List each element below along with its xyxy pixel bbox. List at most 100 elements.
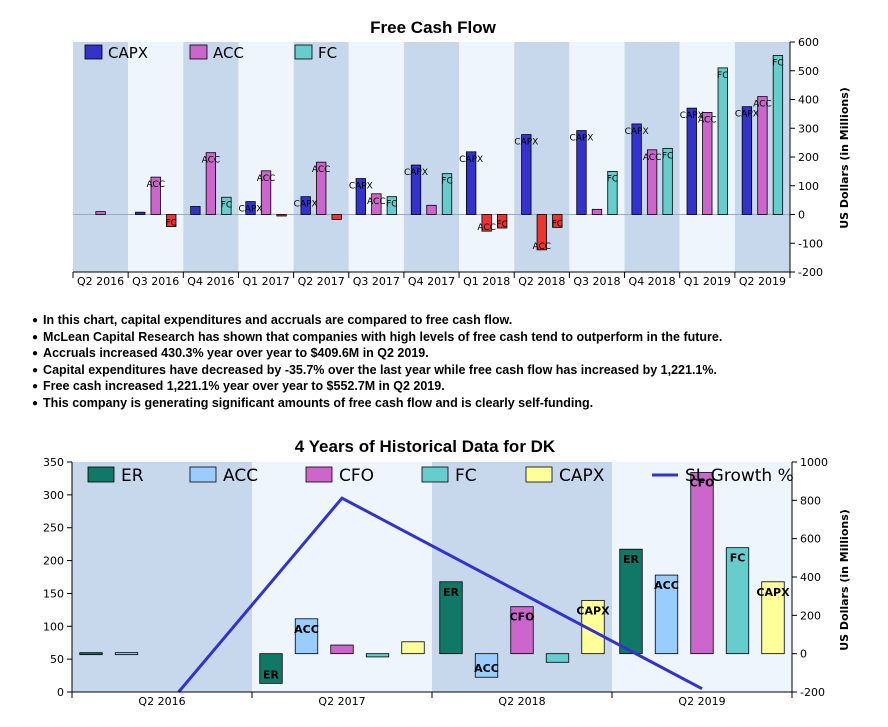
bar-data-label: ACC [312,165,331,175]
acc-bar [536,214,547,251]
acc-bar [481,214,492,232]
legend-swatch-capx [84,44,103,60]
bar-data-label: FC [772,59,783,69]
note-item: McLean Capital Research has shown that c… [32,330,722,347]
y-tick-label: 100 [798,180,819,193]
x-tick-label: Q2 2017 [298,275,345,288]
y-tick-label: 300 [798,122,819,135]
bar-data-label: FC [717,71,728,81]
legend-label-fc: FC [318,44,337,62]
bar-data-label: FC [441,177,452,187]
bar-data-label: CAPX [294,200,318,210]
bar-data-label: FC [730,552,746,565]
acc2-bar [294,618,319,655]
x-tick-label: Q2 2019 [739,275,786,288]
capx-bar [686,107,697,215]
left-y-tick-label: 350 [43,456,64,469]
bar-data-label: FC [165,219,176,229]
right-y-tick-label: 200 [800,609,821,622]
chart2-title: 4 Years of Historical Data for DK [295,437,556,456]
note-item: Free cash increased 1,221.1% year over y… [32,379,722,396]
fc2-bar [725,547,750,655]
bar-data-label: FC [607,174,618,184]
acc-bar [757,96,768,215]
x-tick-label: Q2 2016 [138,695,185,708]
bar-data-label: FC [662,151,673,161]
bar-data-label: ACC [753,100,772,110]
y-tick-label: 500 [798,65,819,78]
cfo-bar [510,606,534,655]
fc-bar [497,214,508,229]
er-bar [79,652,103,656]
right-y-tick-label: 0 [800,648,807,661]
y-tick-label: 600 [798,36,819,49]
left-y-tick-label: 200 [43,555,64,568]
x-tick-label: Q3 2016 [132,275,179,288]
bar-data-label: ACC [698,115,717,125]
acc-bar [95,211,106,215]
cfo-bar [690,472,714,655]
acc2-bar [474,653,499,678]
bar-data-label: CAPX [239,205,263,215]
y-tick-label: 200 [798,151,819,164]
bar-data-label: FC [221,200,232,210]
note-item: This company is generating significant a… [32,396,722,413]
historical-data-chart: 4 Years of Historical Data for DK ER ACC E… [43,437,851,708]
capx-bar [631,123,642,215]
x-tick-label: Q2 2016 [77,275,124,288]
right-y-tick-label: 400 [800,571,821,584]
bar-data-label: CAPX [680,111,704,121]
acc-bar [426,204,437,215]
legend-swatch-acc2 [189,466,217,483]
capx-bar [466,151,477,215]
legend-label-fc2: FC [455,466,477,486]
acc-bar [646,149,658,215]
legend-swatch-acc [189,44,208,60]
bar-data-label: CAPX [569,134,593,144]
x-tick-label: Q3 2017 [353,275,400,288]
left-y-tick-label: 300 [43,489,64,502]
x-tick-label: Q2 2017 [318,695,365,708]
bar-data-label: ER [623,553,640,566]
capx-bar [245,201,256,215]
x-tick-label: Q2 2019 [678,695,725,708]
bar-data-label: ACC [474,662,499,675]
fc-bar [331,214,342,220]
bar-data-label: ACC [367,197,386,207]
er-bar [259,653,283,684]
fc-bar [276,214,287,217]
fc2-bar [365,653,390,658]
legend-label-cfo: CFO [339,466,374,486]
x-tick-label: Q2 2018 [498,695,545,708]
left-y-tick-label: 50 [50,653,64,666]
right-y-tick-label: -200 [800,686,825,699]
x-tick-label: Q2 2018 [518,275,565,288]
left-y-tick-label: 250 [43,522,64,535]
bar-data-label: ER [443,586,460,599]
note-item: Capital expenditures have decreased by -… [32,363,722,380]
background-band [128,42,184,272]
left-y-tick-label: 0 [57,686,64,699]
bar-data-label: FC [496,220,507,230]
bar-data-label: CAPX [576,604,610,617]
capx-bar [741,106,753,215]
acc-bar [316,161,327,215]
background-band [293,42,349,272]
bar-data-label: ACC [202,156,221,166]
legend-swatch-fc2 [421,466,449,483]
bar-data-label: ACC [257,174,276,184]
bar-data-label: ACC [643,153,662,163]
chart1-title: Free Cash Flow [370,18,496,37]
legend-swatch-capx2 [525,466,553,483]
bar-data-label: FC [552,219,563,229]
fc2-bar [545,653,570,663]
background-band [403,42,460,272]
fc-bar [607,170,618,215]
acc-bar [702,112,713,215]
legend-label-capx2: CAPX [559,466,605,486]
bar-data-label: ACC [294,623,319,636]
bar-data-label: ER [263,668,280,681]
legend-swatch-er [87,466,115,483]
bar-data-label: ACC [533,242,552,252]
